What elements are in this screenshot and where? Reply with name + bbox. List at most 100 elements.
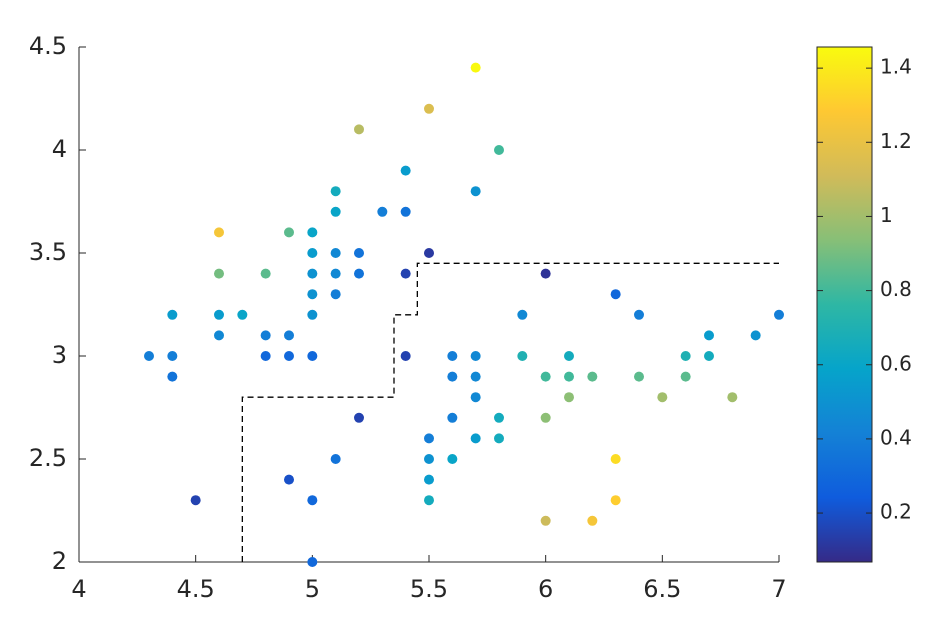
x-tick-label: 5.5 <box>410 575 448 603</box>
point <box>214 330 224 341</box>
point <box>610 495 621 506</box>
point <box>167 351 178 361</box>
point <box>260 268 271 279</box>
point <box>470 392 481 403</box>
point <box>144 351 154 361</box>
y-tick-label: 3.5 <box>29 238 67 266</box>
point <box>564 371 574 382</box>
point <box>330 454 341 464</box>
colorbar-tick-label: 1.2 <box>880 129 912 153</box>
point <box>400 206 411 217</box>
colorbar <box>816 46 873 563</box>
point <box>750 330 761 341</box>
point <box>540 371 551 382</box>
point <box>727 392 738 403</box>
point <box>190 495 201 506</box>
point <box>260 330 271 341</box>
point <box>214 227 224 238</box>
point <box>237 309 248 320</box>
point <box>330 206 341 217</box>
colorbar-tick-label: 0.8 <box>880 277 912 301</box>
point <box>634 371 644 382</box>
point <box>330 186 341 197</box>
point <box>680 351 691 361</box>
point <box>307 289 318 300</box>
x-tick-label: 6 <box>538 575 553 603</box>
point <box>214 309 224 320</box>
point <box>424 495 434 506</box>
point <box>447 412 458 423</box>
point <box>167 371 178 382</box>
colorbar-tick-label: 0.2 <box>880 500 912 524</box>
colorbar-tick-label: 0.6 <box>880 351 912 375</box>
point <box>307 351 318 361</box>
y-tick-label: 2.5 <box>29 444 67 472</box>
point <box>424 248 434 258</box>
point <box>307 495 318 506</box>
y-tick-label: 4.5 <box>29 32 67 60</box>
point <box>517 351 528 361</box>
point <box>610 454 621 464</box>
point <box>354 412 364 423</box>
point <box>774 309 784 320</box>
x-tick-label: 5 <box>305 575 320 603</box>
point <box>587 371 598 382</box>
colorbar-tick-label: 0.4 <box>880 425 912 449</box>
point <box>704 351 714 361</box>
x-tick-label: 4 <box>71 575 86 603</box>
point <box>400 351 411 361</box>
point <box>330 248 341 258</box>
point <box>564 392 574 403</box>
point <box>307 268 318 279</box>
point <box>470 351 481 361</box>
y-tick-label: 2 <box>52 547 67 575</box>
y-tick-label: 4 <box>52 135 67 163</box>
point <box>470 433 481 444</box>
point <box>470 371 481 382</box>
point <box>214 268 224 279</box>
point <box>540 268 551 279</box>
point <box>424 454 434 464</box>
point <box>307 227 318 238</box>
point <box>587 515 598 526</box>
point <box>447 351 458 361</box>
point <box>330 268 341 279</box>
point <box>354 248 364 258</box>
colorbar-tick-label: 1.4 <box>880 55 912 79</box>
point <box>424 474 434 485</box>
point <box>307 309 318 320</box>
point <box>307 557 318 567</box>
point <box>284 330 294 341</box>
point <box>354 268 364 279</box>
x-tick-label: 4.5 <box>177 575 215 603</box>
colorbar-tick-label: 1 <box>880 203 893 227</box>
point <box>400 165 411 176</box>
y-tick-label: 3 <box>52 341 67 369</box>
point <box>517 309 528 320</box>
point <box>284 227 294 238</box>
x-tick-label: 7 <box>771 575 786 603</box>
point <box>284 351 294 361</box>
point <box>680 371 691 382</box>
decision-boundary <box>241 262 779 562</box>
point <box>704 330 714 341</box>
point <box>540 515 551 526</box>
point <box>564 351 574 361</box>
point <box>377 206 388 217</box>
point <box>470 186 481 197</box>
point <box>610 289 621 300</box>
point <box>494 145 504 155</box>
point <box>330 289 341 300</box>
point <box>447 454 458 464</box>
point <box>634 309 644 320</box>
point <box>307 248 318 258</box>
point <box>167 309 178 320</box>
point <box>657 392 668 403</box>
point <box>494 433 504 444</box>
x-tick-label: 6.5 <box>643 575 681 603</box>
point <box>424 433 434 444</box>
point <box>494 412 504 423</box>
point <box>540 412 551 423</box>
